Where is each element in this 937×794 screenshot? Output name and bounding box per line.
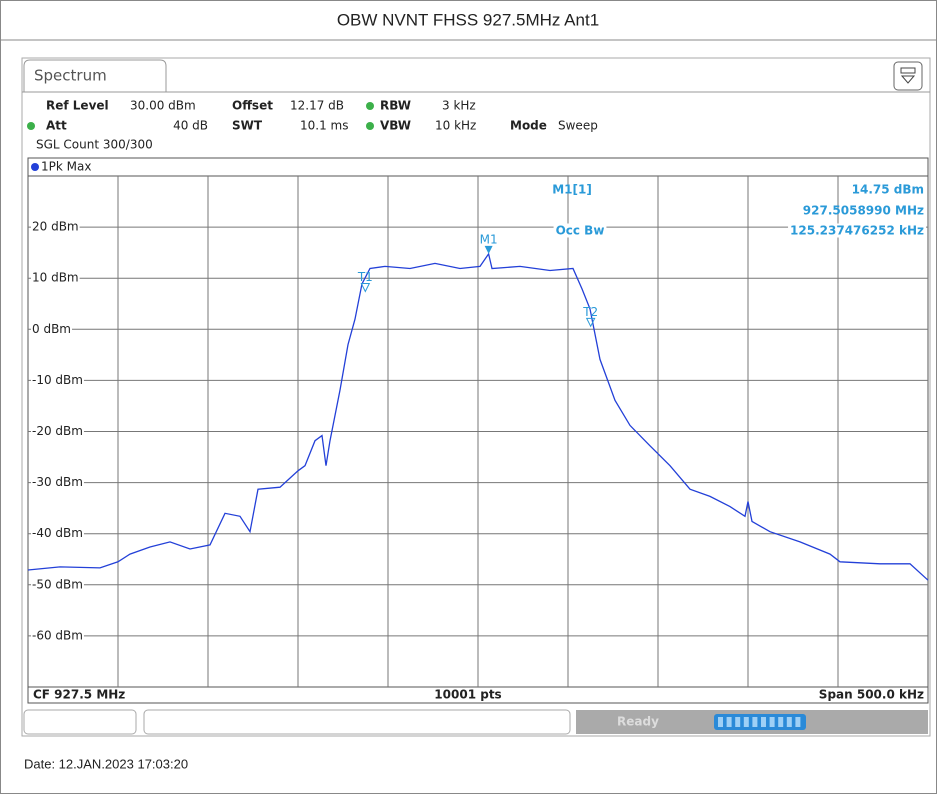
label-bg (31, 577, 84, 592)
mode: Sweep (558, 119, 598, 133)
y-tick-label: -50 dBm (32, 577, 83, 591)
marker-value: 14.75 dBm (852, 183, 924, 197)
rbw-indicator (366, 102, 374, 110)
menu-icon (900, 67, 916, 84)
progress-segment (795, 717, 801, 727)
tab[interactable] (23, 59, 167, 92)
progress-segment (726, 717, 732, 727)
mode-label: Mode (510, 119, 547, 133)
date: Date: 12.JAN.2023 17:03:20 (24, 756, 188, 771)
label-bg (31, 475, 84, 490)
y-tick-label: -20 dBm (32, 424, 83, 438)
marker-label: M1 (480, 232, 498, 246)
trace-label: 1Pk Max (41, 160, 91, 174)
vbw-indicator (366, 122, 374, 130)
span: Span 500.0 kHz (819, 688, 924, 702)
trace-indicator (31, 163, 39, 171)
y-tick-label: -10 dBm (32, 373, 83, 387)
marker-frequency: 927.5058990 MHz (803, 204, 924, 218)
center-frequency: CF 927.5 MHz (33, 688, 125, 702)
status-field (143, 709, 571, 735)
occ-bw-value: 125.237476252 kHz (790, 224, 924, 238)
offset-label: Offset (232, 99, 273, 113)
swt-label: SWT (232, 119, 263, 133)
y-tick-label: 10 dBm (32, 271, 79, 285)
label-bg (553, 223, 607, 238)
progress-segment (743, 717, 749, 727)
temp-marker (360, 282, 371, 293)
progress-segment (761, 717, 766, 727)
y-tick-label: 0 dBm (32, 322, 71, 336)
trace (27, 252, 929, 581)
occ-bw-label: Occ Bw (556, 224, 605, 238)
marker-name: M1[1] (552, 183, 592, 197)
temp-marker-label: T2 (582, 305, 598, 319)
points: 10001 pts (434, 688, 501, 702)
vbw-label: VBW (380, 119, 411, 133)
progress-segment (735, 717, 741, 727)
progress-segment (769, 717, 775, 727)
label-bg (31, 526, 84, 541)
label-bg (788, 223, 927, 238)
status: Ready (617, 715, 659, 729)
marker (484, 245, 493, 254)
y-tick-label: -30 dBm (32, 475, 83, 489)
progress-segment (752, 717, 758, 727)
att-indicator (27, 122, 35, 130)
y-tick-label: -60 dBm (32, 628, 83, 642)
rbw-label: RBW (380, 99, 411, 113)
att-label: Att (46, 119, 67, 133)
label-bg (31, 321, 72, 336)
vbw: 10 kHz (435, 119, 476, 133)
ref-level-label: Ref Level (46, 99, 109, 113)
y-tick-label: 20 dBm (32, 220, 79, 234)
sgl-count: SGL Count 300/300 (36, 138, 153, 152)
ref-level: 30.00 dBm (130, 99, 196, 113)
temp-marker-label: T1 (357, 270, 373, 284)
label-bg (31, 628, 84, 643)
label-bg (31, 424, 84, 438)
label-bg (31, 270, 80, 285)
temp-marker (585, 317, 596, 328)
status-field (23, 709, 137, 735)
att: 40 dB (173, 119, 208, 133)
y-tick-label: -40 dBm (32, 526, 83, 540)
title: OBW NVNT FHSS 927.5MHz Ant1 (337, 10, 599, 29)
label-bg (31, 372, 84, 387)
tab-label[interactable]: Spectrum (34, 67, 107, 85)
rbw: 3 kHz (442, 99, 476, 113)
offset: 12.17 dB (290, 99, 344, 113)
progress-segment (778, 717, 784, 727)
progress-segment (718, 717, 723, 727)
label-bg (31, 219, 80, 234)
swt: 10.1 ms (300, 119, 348, 133)
progress-segment (786, 717, 792, 727)
